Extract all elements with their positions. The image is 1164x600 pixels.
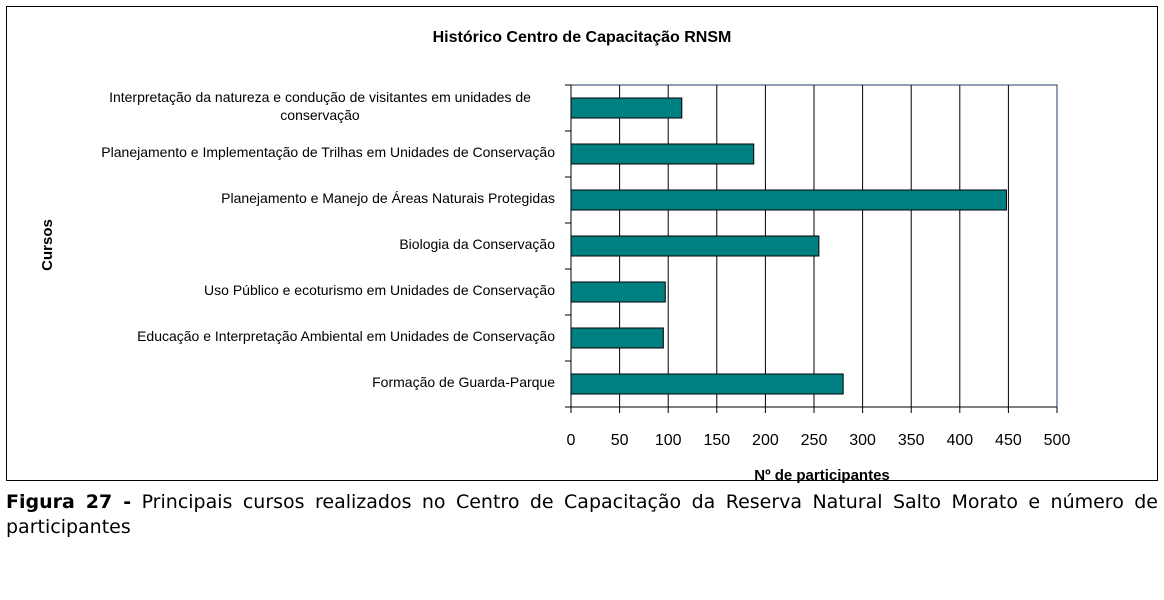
caption-text: Principais cursos realizados no Centro d… xyxy=(6,491,1158,538)
y-tick-label-box: Uso Público e ecoturismo em Unidades de … xyxy=(85,281,555,299)
y-tick-label: Formação de Guarda-Parque xyxy=(372,374,555,390)
y-tick-label: Planejamento e Manejo de Áreas Naturais … xyxy=(221,190,555,206)
y-tick-label: Uso Público e ecoturismo em Unidades de … xyxy=(204,282,555,298)
x-axis-label: Nº de participantes xyxy=(754,467,890,484)
x-tick-label: 0 xyxy=(567,432,576,449)
figure-caption: Figura 27 - Principais cursos realizados… xyxy=(6,490,1158,540)
bar xyxy=(570,281,666,303)
x-tick-label: 50 xyxy=(611,432,629,449)
y-tick-label: Planejamento e Implementação de Trilhas … xyxy=(101,144,555,160)
y-tick-label-box: Planejamento e Implementação de Trilhas … xyxy=(85,143,555,161)
y-tick-label: Interpretação da natureza e condução de … xyxy=(109,89,531,123)
x-tick-label: 100 xyxy=(655,432,682,449)
bar xyxy=(570,235,820,257)
x-tick-label: 300 xyxy=(849,432,876,449)
y-tick-label-box: Planejamento e Manejo de Áreas Naturais … xyxy=(85,189,555,207)
x-tick-label: 150 xyxy=(703,432,730,449)
x-tick-label: 450 xyxy=(995,432,1022,449)
y-tick-label-box: Interpretação da natureza e condução de … xyxy=(85,88,555,124)
chart-title: Histórico Centro de Capacitação RNSM xyxy=(433,29,732,46)
bar xyxy=(570,327,664,349)
y-tick-label: Biologia da Conservação xyxy=(399,236,555,252)
x-tick-label: 250 xyxy=(801,432,828,449)
x-tick-label: 500 xyxy=(1044,432,1071,449)
y-axis-label: Cursos xyxy=(39,219,56,271)
x-tick-label: 350 xyxy=(898,432,925,449)
bar xyxy=(570,373,844,395)
chart-frame xyxy=(6,6,1158,481)
bar xyxy=(570,143,755,165)
x-tick-label: 400 xyxy=(946,432,973,449)
bar xyxy=(570,97,683,119)
bar xyxy=(570,189,1007,211)
y-tick-label-box: Formação de Guarda-Parque xyxy=(85,373,555,391)
y-tick-label-box: Educação e Interpretação Ambiental em Un… xyxy=(85,327,555,345)
y-tick-label: Educação e Interpretação Ambiental em Un… xyxy=(137,328,555,344)
caption-label: Figura 27 - xyxy=(6,491,132,513)
y-tick-label-box: Biologia da Conservação xyxy=(85,235,555,253)
x-tick-label: 200 xyxy=(752,432,779,449)
